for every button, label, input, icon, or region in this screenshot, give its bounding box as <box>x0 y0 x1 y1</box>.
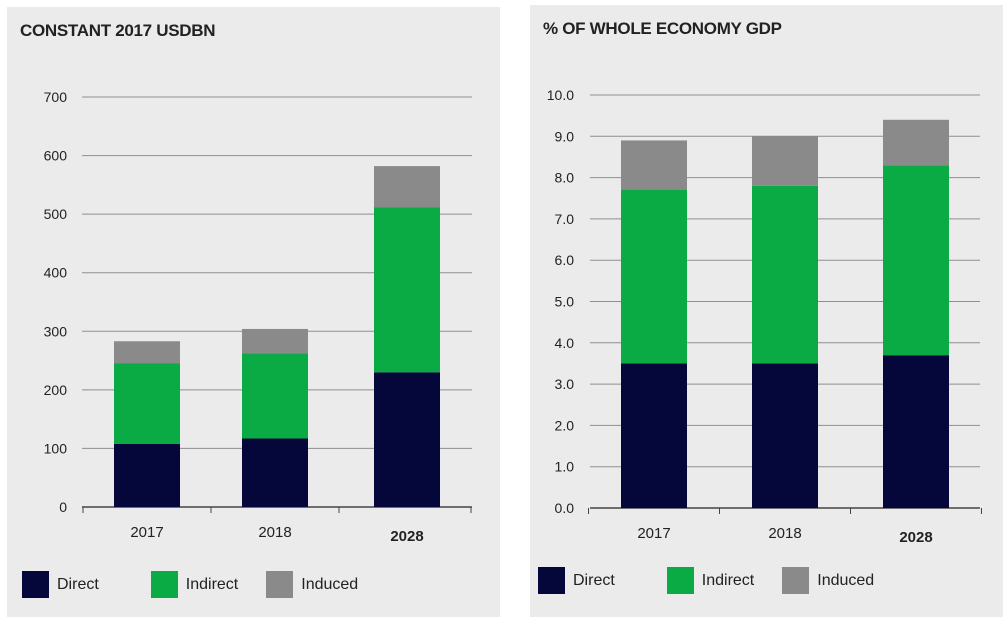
legend-item-indirect: Indirect <box>150 571 239 598</box>
y-tick-label: 7.0 <box>555 211 575 227</box>
legend-swatch-direct <box>22 571 49 598</box>
y-tick-label: 4.0 <box>555 335 575 351</box>
y-tick-label: 400 <box>44 265 68 281</box>
chart-panel-usd: CONSTANT 2017 USDBN 0 100 200 300 400 500 600 7… <box>7 7 500 617</box>
legend-swatch-induced <box>266 571 294 598</box>
y-tick-label: 5.0 <box>555 294 575 310</box>
legend-item-induced: Induced <box>782 567 874 594</box>
x-tick-label: 2018 <box>258 524 291 541</box>
x-tick-label: 2028 <box>390 528 423 545</box>
bar-induced-2017 <box>114 341 180 364</box>
bar-direct-2018 <box>752 363 818 508</box>
x-tick-label: 2017 <box>130 524 163 541</box>
legend-label: Induced <box>301 575 359 593</box>
y-tick-label: 8.0 <box>555 170 575 186</box>
bar-direct-2017 <box>114 443 180 507</box>
legend-item-direct: Direct <box>538 567 615 594</box>
bar-indirect-2028 <box>374 207 440 373</box>
legend-label: Direct <box>57 575 99 593</box>
y-tick-label: 6.0 <box>555 252 575 268</box>
bar-indirect-2017 <box>114 363 180 444</box>
legend-item-direct: Direct <box>22 571 99 598</box>
bar-indirect-2018 <box>752 185 818 364</box>
x-tick-label: 2028 <box>899 529 932 546</box>
legend-item-induced: Induced <box>266 571 358 598</box>
legend: Direct Indirect Induced <box>22 571 386 598</box>
y-tick-label: 1.0 <box>555 459 575 475</box>
y-tick-label: 9.0 <box>555 128 575 144</box>
x-tick-label: 2018 <box>768 525 801 542</box>
legend-label: Induced <box>817 571 875 589</box>
legend-label: Indirect <box>185 575 239 593</box>
y-tick-label: 300 <box>44 323 68 339</box>
y-tick-label: 0 <box>59 499 67 515</box>
legend-swatch-direct <box>538 567 565 594</box>
x-tick-label: 2017 <box>637 525 670 542</box>
bar-direct-2028 <box>374 372 440 507</box>
bar-indirect-2018 <box>242 353 308 439</box>
legend-swatch-indirect <box>150 571 178 598</box>
bar-induced-2018 <box>242 328 308 354</box>
y-tick-label: 2.0 <box>555 417 575 433</box>
legend-item-indirect: Indirect <box>666 567 755 594</box>
y-tick-label: 3.0 <box>555 376 575 392</box>
bar-induced-2028 <box>883 119 949 166</box>
legend: Direct Indirect Induced <box>538 567 902 594</box>
legend-swatch-indirect <box>666 567 694 594</box>
bar-chart-gdp: 0.0 1.0 2.0 3.0 4.0 5.0 6.0 7.0 8.0 9.0 10.0 2017 20… <box>547 87 982 546</box>
y-tick-label: 200 <box>44 382 68 398</box>
y-tick-label: 600 <box>44 148 68 164</box>
bar-direct-2018 <box>242 438 308 507</box>
bar-induced-2017 <box>621 140 687 190</box>
bar-indirect-2028 <box>883 165 949 356</box>
y-tick-label: 0.0 <box>555 500 575 516</box>
chart-panel-gdp: % OF WHOLE ECONOMY GDP 0.0 1.0 2.0 3.0 4.0 5.… <box>530 5 1003 617</box>
bar-indirect-2017 <box>621 189 687 364</box>
y-tick-label: 100 <box>44 440 68 456</box>
chart-title: CONSTANT 2017 USDBN <box>20 21 216 40</box>
legend-swatch-induced <box>782 567 810 594</box>
y-tick-label: 700 <box>44 89 68 105</box>
bar-chart-usd: 0 100 200 300 400 500 600 700 2017 2018 2028 <box>44 89 472 545</box>
bar-direct-2017 <box>621 363 687 508</box>
bar-direct-2028 <box>883 355 949 508</box>
chart-title: % OF WHOLE ECONOMY GDP <box>543 19 782 38</box>
legend-label: Direct <box>573 571 615 589</box>
legend-label: Indirect <box>701 571 755 589</box>
y-tick-label: 10.0 <box>547 87 574 103</box>
y-tick-label: 500 <box>44 206 68 222</box>
bar-induced-2018 <box>752 136 818 186</box>
bar-induced-2028 <box>374 166 440 208</box>
